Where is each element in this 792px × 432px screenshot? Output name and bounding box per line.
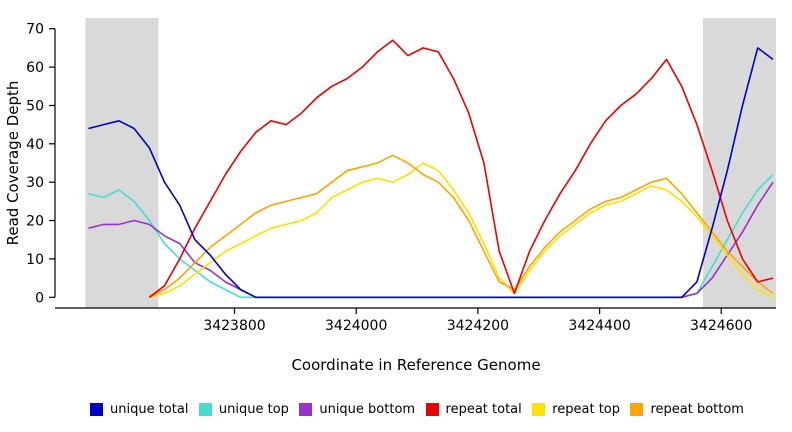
series-lines — [88, 39, 774, 299]
legend-swatch-repeat-total — [425, 403, 439, 416]
x-tick-label: 3424400 — [568, 318, 630, 334]
shaded-regions — [85, 18, 776, 308]
legend-swatch-unique-total — [90, 403, 103, 416]
y-tick-label: 60 — [26, 60, 44, 76]
x-axis-title: Coordinate in Reference Genome — [291, 356, 541, 374]
series-line-repeat-total — [148, 39, 774, 298]
legend-swatch-unique-bottom — [299, 403, 313, 416]
legend-item-repeat-top: repeat top — [532, 402, 620, 417]
y-axis-title: Read Coverage Depth — [4, 81, 22, 246]
legend: unique total unique top unique bottom repea… — [90, 402, 744, 417]
legend-label: unique bottom — [319, 402, 416, 417]
legend-item-repeat-bottom: repeat bottom — [630, 402, 744, 417]
legend-label: repeat bottom — [650, 402, 744, 417]
legend-item-repeat-total: repeat total — [425, 402, 522, 417]
legend-label: repeat total — [445, 402, 522, 417]
shaded-region — [85, 18, 159, 308]
x-tick-label: 3424200 — [447, 318, 509, 334]
legend-swatch-repeat-top — [532, 403, 546, 416]
x-tick-label: 3424000 — [325, 318, 387, 334]
series-line-repeat-top — [149, 162, 774, 299]
x-tick-label: 3423800 — [203, 318, 265, 334]
legend-swatch-unique-top — [198, 403, 212, 416]
y-tick-label: 10 — [26, 252, 44, 268]
axes: 3423800 3424000 3424200 3424400 3424600 0 10 20… — [26, 22, 776, 334]
legend-label: unique total — [110, 402, 189, 417]
legend-swatch-repeat-bottom — [630, 403, 644, 416]
series-line-repeat-bottom — [148, 154, 774, 299]
legend-item-unique-top: unique top — [198, 402, 289, 417]
legend-item-unique-total: unique total — [90, 402, 188, 417]
series-line-unique-total — [88, 47, 774, 299]
legend-label: repeat top — [552, 402, 620, 417]
y-tick-label: 50 — [26, 99, 44, 115]
y-tick-label: 30 — [26, 175, 44, 191]
y-tick-label: 20 — [26, 214, 44, 230]
legend-label: unique top — [218, 402, 289, 417]
plot-svg: 3423800 3424000 3424200 3424400 3424600 0 10 20… — [4, 18, 776, 334]
x-tick-label: 3424600 — [690, 318, 752, 334]
legend-item-unique-bottom: unique bottom — [299, 402, 415, 417]
y-tick-label: 0 — [35, 290, 44, 306]
y-tick-label: 70 — [26, 22, 44, 38]
series-line-unique-bottom — [88, 181, 774, 299]
y-tick-label: 40 — [26, 137, 44, 153]
